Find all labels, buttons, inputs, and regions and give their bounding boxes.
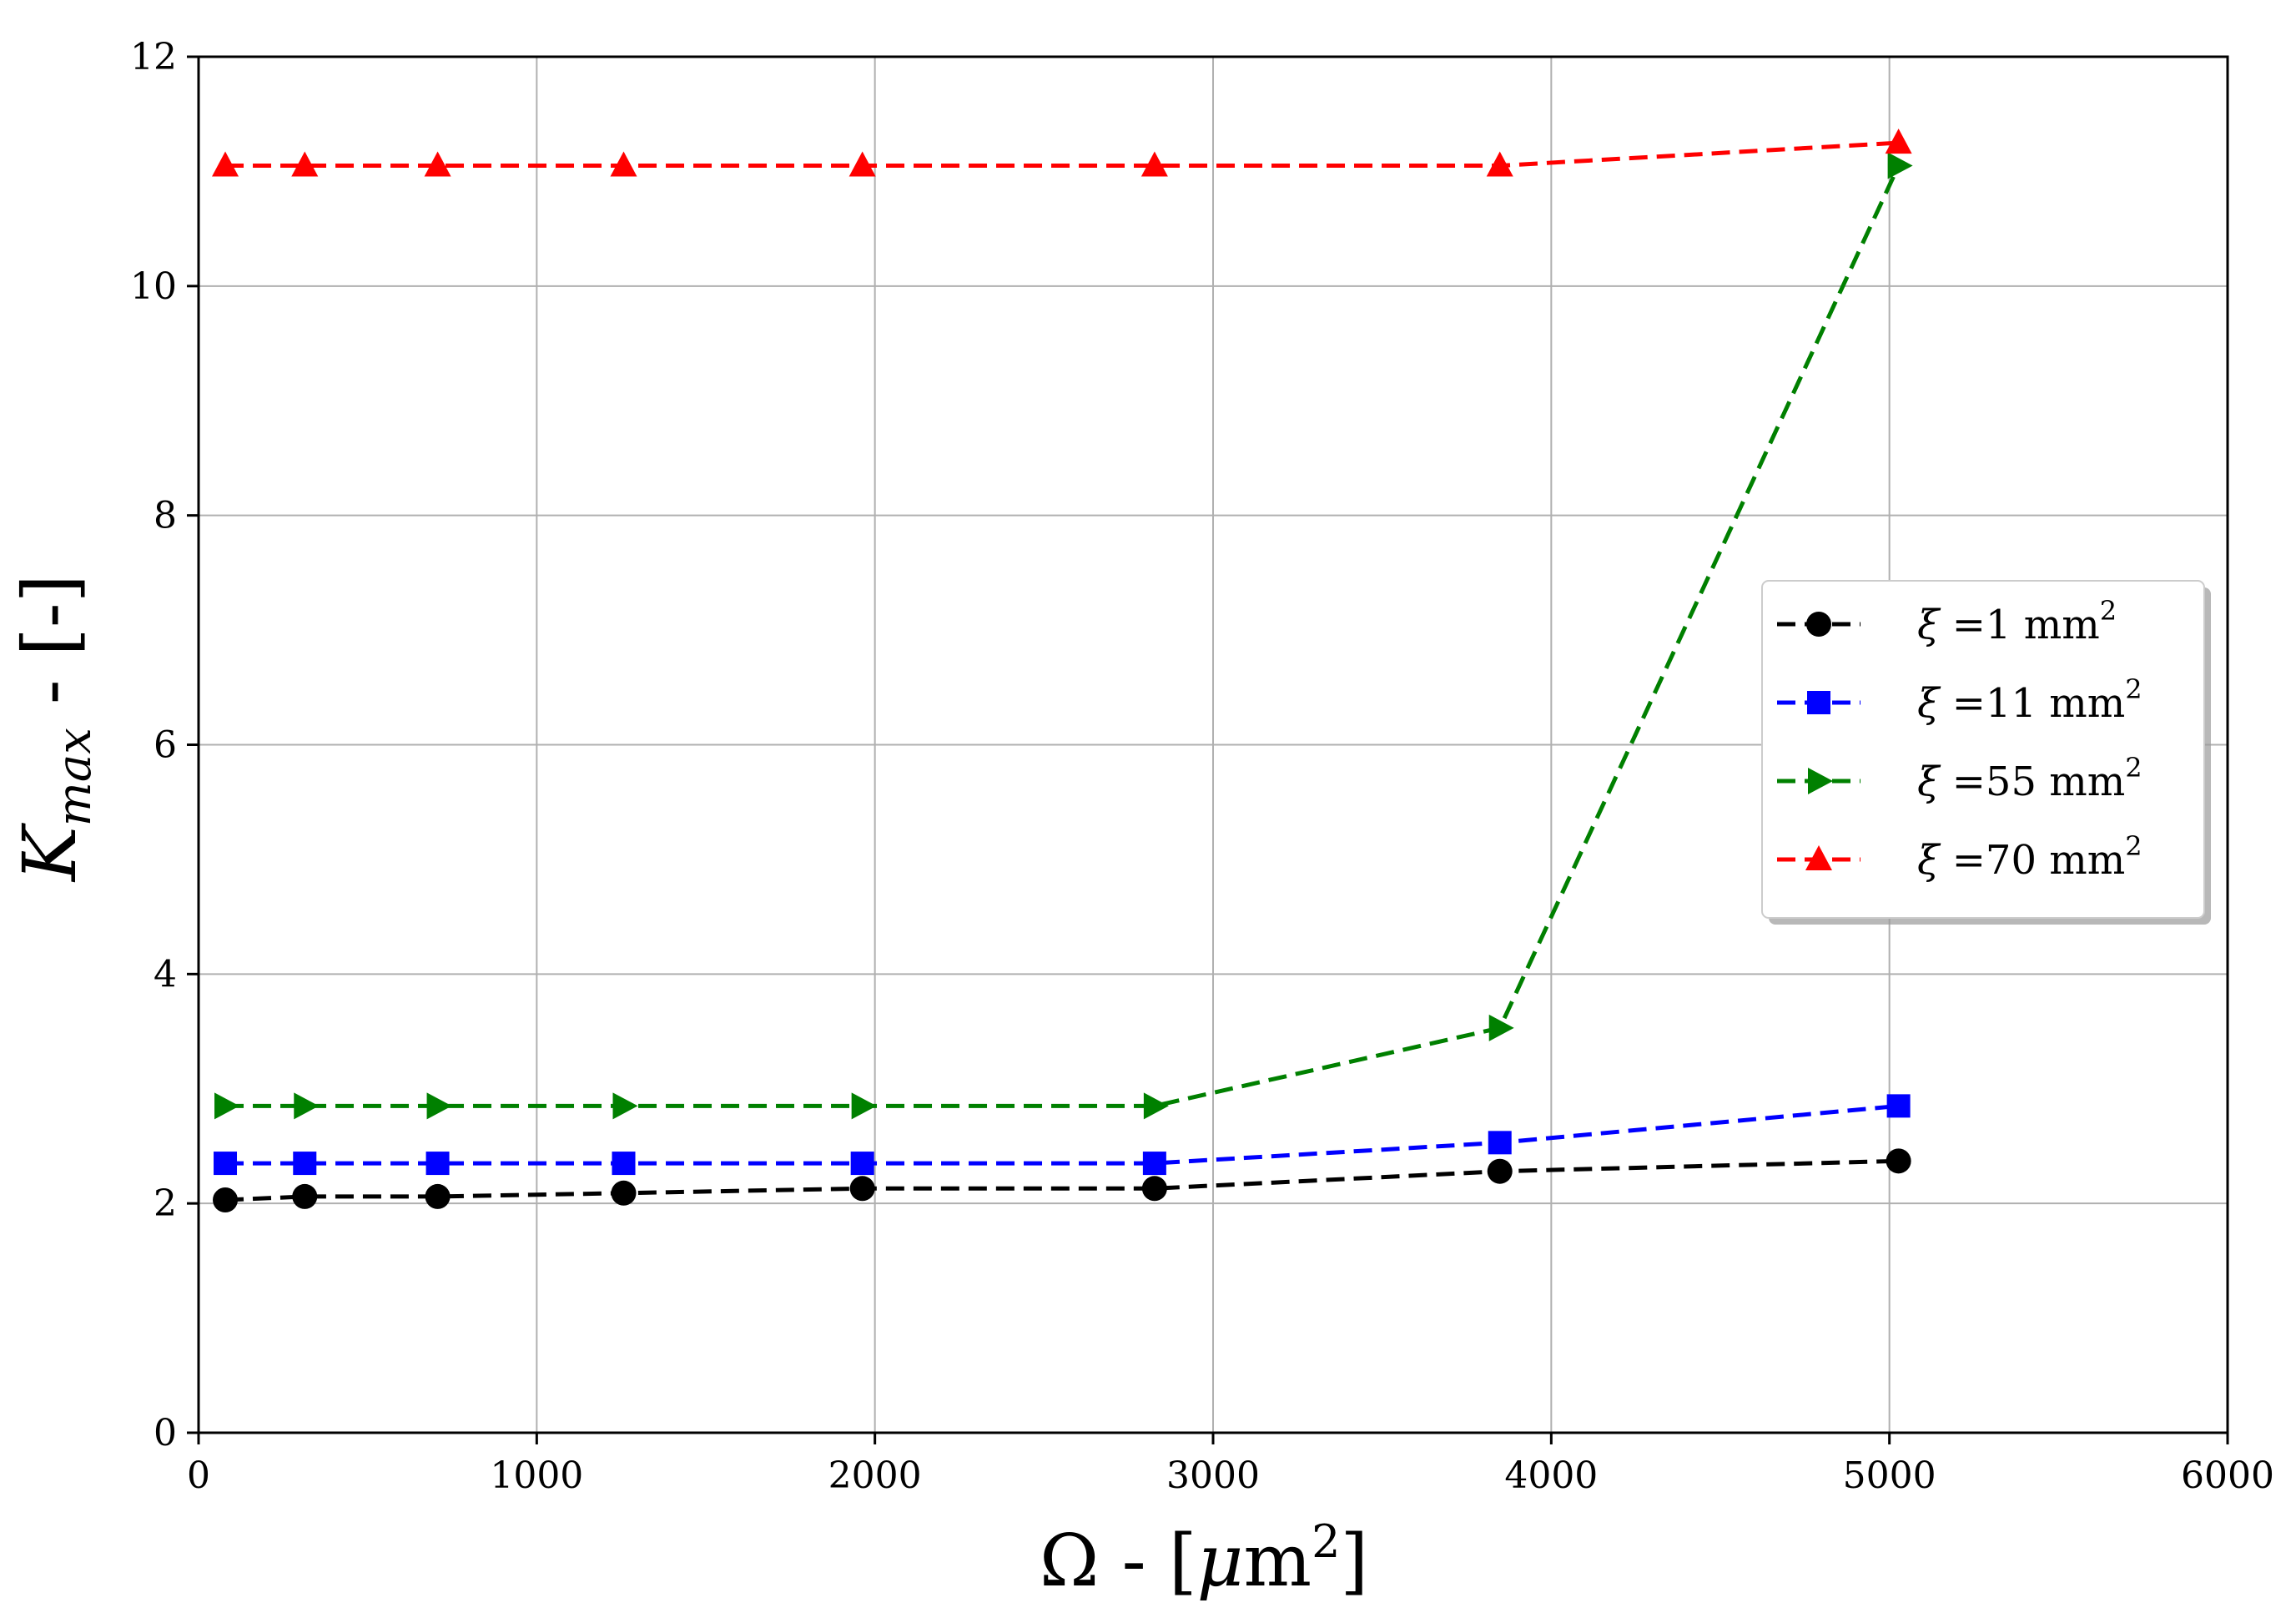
- data-point: [1140, 151, 1168, 177]
- series-line: [225, 164, 1901, 1108]
- x-axis-unit-prefix: μ: [1197, 1520, 1244, 1603]
- x-tick-label: 1000: [490, 1454, 583, 1497]
- x-tick-label: 3000: [1166, 1454, 1260, 1497]
- legend-marker: [1806, 612, 1831, 637]
- legend-marker: [1807, 691, 1830, 714]
- series-line: [225, 140, 1899, 169]
- legend: ξ =1 mm2 ξ =11 mm2 ξ =55 mm2 ξ =70 mm2: [1761, 580, 2211, 925]
- legend-label: ξ =11 mm2: [1917, 673, 2142, 727]
- data-point: [1886, 1094, 1911, 1118]
- data-point: [1488, 1014, 1514, 1041]
- data-point: [1141, 1176, 1167, 1202]
- series-2: [214, 1094, 1911, 1176]
- data-point: [1142, 1152, 1166, 1176]
- data-point: [849, 1176, 875, 1202]
- x-tick-label: 6000: [2181, 1454, 2274, 1497]
- x-axis-unit: m: [1244, 1520, 1312, 1603]
- x-tick-label: 4000: [1504, 1454, 1598, 1497]
- data-point: [612, 1092, 638, 1120]
- legend-marker: [1805, 845, 1832, 870]
- data-point: [1487, 1158, 1513, 1184]
- data-point: [1887, 152, 1913, 179]
- x-tick-label: 0: [187, 1454, 210, 1497]
- data-point: [212, 151, 239, 177]
- series-line: [224, 1158, 1899, 1202]
- legend-marker: [1808, 768, 1833, 794]
- y-tick-label: 0: [154, 1412, 177, 1454]
- y-tick-label: 8: [154, 495, 177, 537]
- series-layer: [212, 129, 1913, 1213]
- data-point: [425, 1183, 451, 1209]
- data-point: [850, 1152, 874, 1176]
- data-point: [424, 151, 451, 177]
- data-point: [1885, 129, 1912, 154]
- data-point: [425, 1152, 450, 1176]
- data-point: [612, 1152, 636, 1176]
- data-point: [1886, 1148, 1911, 1174]
- legend-entry: ξ =70 mm2: [1777, 830, 2142, 884]
- y-tick-label: 6: [154, 724, 177, 767]
- data-point: [611, 1180, 637, 1206]
- data-point: [214, 1152, 238, 1176]
- x-axis-unit-exponent: 2: [1312, 1515, 1340, 1568]
- x-tick-label: 5000: [1843, 1454, 1936, 1497]
- data-point: [213, 1187, 239, 1213]
- data-point: [1488, 1131, 1512, 1155]
- y-axis-subscript: max: [48, 728, 102, 826]
- x-axis-close: ]: [1340, 1520, 1368, 1603]
- data-point: [291, 151, 319, 177]
- data-point: [1143, 1092, 1169, 1120]
- series-line: [225, 1103, 1899, 1166]
- y-tick-label: 12: [130, 36, 177, 78]
- data-point: [851, 1092, 877, 1120]
- y-axis-title: Kmax - [-]: [7, 574, 102, 883]
- series-3: [214, 152, 1913, 1120]
- series-4: [212, 129, 1912, 177]
- data-point: [294, 1092, 320, 1120]
- data-point: [610, 151, 637, 177]
- legend-entry: ξ =11 mm2: [1777, 673, 2142, 727]
- data-point: [426, 1092, 452, 1120]
- data-point: [293, 1152, 317, 1176]
- legend-entry: ξ =1 mm2: [1777, 595, 2117, 648]
- y-tick-label: 10: [130, 265, 177, 308]
- data-point: [292, 1183, 318, 1209]
- legend-entry: ξ =55 mm2: [1777, 752, 2142, 805]
- x-tick-label: 2000: [828, 1454, 922, 1497]
- y-tick-label: 4: [154, 953, 177, 995]
- x-axis-symbol: Ω: [1040, 1520, 1099, 1603]
- axis-ticks: 0 1000 2000 3000 4000 5000 6000 0 2 4 6 8 10 12: [130, 36, 2274, 1497]
- legend-box: [1761, 580, 2205, 919]
- legend-label: ξ =1 mm2: [1917, 595, 2117, 648]
- y-tick-label: 2: [154, 1182, 177, 1225]
- x-axis-separator: - [: [1099, 1520, 1196, 1603]
- data-point: [1486, 151, 1513, 177]
- series-1: [213, 1148, 1911, 1213]
- data-point: [848, 151, 876, 177]
- y-axis-symbol: K: [7, 823, 93, 883]
- y-axis-suffix: - [-]: [7, 574, 93, 728]
- legend-label: ξ =55 mm2: [1917, 752, 2142, 805]
- legend-label: ξ =70 mm2: [1917, 830, 2142, 884]
- x-axis-title: Ω - [μm2]: [1040, 1515, 1368, 1603]
- data-point: [214, 1092, 240, 1120]
